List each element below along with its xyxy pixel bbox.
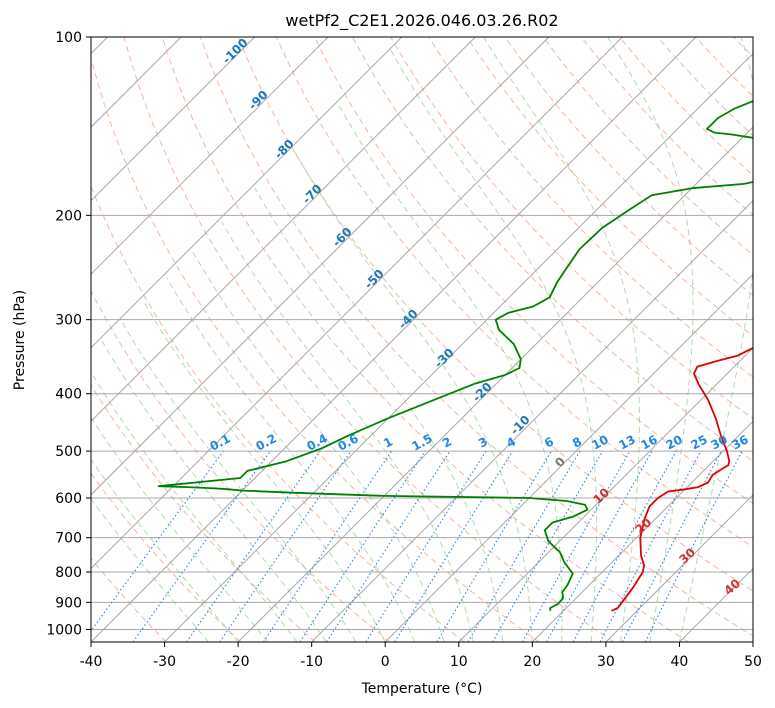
x-tick-label: 40 [671, 654, 689, 670]
x-tick-label: -30 [153, 654, 176, 670]
mixing-ratio-label: 25 [688, 432, 709, 452]
chart-title: wetPf2_C2E1.2026.046.03.26.R02 [285, 11, 558, 31]
moist-adiabat [293, 149, 533, 642]
mixing-ratio-line [572, 450, 677, 642]
isotherm [91, 37, 476, 423]
dry-adiabat [466, 37, 753, 337]
y-tick-label: 1000 [46, 622, 82, 638]
x-tick-label: -20 [227, 654, 250, 670]
x-tick-label: -40 [80, 654, 103, 670]
dry-adiabat [91, 290, 391, 642]
dry-adiabat [91, 472, 242, 642]
mixing-ratio-label: 30 [708, 432, 729, 452]
dry-adiabat [91, 55, 540, 642]
dry-adiabat [352, 37, 753, 462]
isotherm [91, 37, 329, 275]
y-tick-label: 900 [55, 595, 82, 611]
plot-frame [90, 36, 754, 643]
isotherm [531, 420, 753, 642]
mixing-ratio-label: 13 [616, 432, 637, 452]
moist-adiabat [221, 221, 474, 642]
mixing-ratio-line [263, 450, 392, 642]
moist-adiabat [678, 37, 753, 642]
x-tick-label: 10 [450, 654, 468, 670]
isotherm [91, 37, 403, 349]
mixing-ratio-line [326, 450, 451, 642]
moist-adiabat [120, 319, 357, 642]
y-tick-label: 700 [55, 531, 82, 547]
mixing-ratio-line [546, 450, 653, 642]
mixing-ratio-label: 36 [729, 432, 750, 452]
mixing-ratio-line [132, 450, 271, 642]
series-dewpoint-line [157, 100, 753, 611]
isotherm [91, 37, 623, 570]
y-tick-label: 300 [55, 313, 82, 329]
mixing-ratio-line [91, 450, 224, 632]
dry-adiabat [390, 37, 753, 420]
y-tick-label: 400 [55, 387, 82, 403]
dry-adiabat [504, 37, 753, 296]
dry-adiabat [91, 384, 316, 642]
dry-adiabat [161, 37, 689, 642]
mixing-ratio-line [186, 450, 321, 642]
x-tick-label: -10 [300, 654, 323, 670]
moist-adiabat [483, 37, 640, 642]
isotherm [164, 52, 753, 642]
moist-adiabat [390, 49, 598, 642]
isotherm [384, 273, 753, 642]
mixing-ratio-label: 16 [638, 432, 659, 452]
moist-adiabat [607, 37, 694, 642]
moist-adiabat [101, 340, 327, 642]
moist-adiabat [91, 458, 239, 642]
mixing-ratio-label: 10 [589, 432, 610, 452]
dry-adiabat [123, 37, 614, 642]
isotherm [237, 126, 753, 642]
y-tick-label: 200 [55, 208, 82, 224]
dry-adiabat [91, 185, 465, 642]
isotherm [91, 37, 697, 642]
moist-adiabat [338, 104, 563, 642]
x-tick-label: 20 [523, 654, 541, 670]
y-tick-label: 100 [55, 30, 82, 46]
x-tick-label: 0 [381, 654, 390, 670]
mixing-ratio-line [299, 450, 426, 642]
x-axis-label: Temperature (°C) [361, 681, 483, 697]
x-tick-label: 30 [597, 654, 615, 670]
moist-adiabat [143, 301, 386, 642]
dry-adiabat [428, 37, 753, 378]
isotherm [91, 37, 550, 496]
y-axis-label: Pressure (hPa) [12, 290, 28, 390]
moist-adiabat [91, 497, 210, 642]
mixing-ratio-line [644, 450, 743, 642]
mixing-ratio-line [394, 450, 514, 642]
dry-adiabat [275, 37, 753, 548]
dry-adiabat [237, 37, 753, 592]
x-tick-label: 50 [744, 654, 762, 670]
moist-adiabat [192, 251, 445, 642]
isotherm [458, 347, 753, 642]
dry-adiabat [314, 37, 753, 505]
y-tick-label: 600 [55, 491, 82, 507]
isotherm [605, 494, 753, 642]
series-temperature-line [611, 346, 753, 612]
mixing-ratio-label: 20 [663, 432, 684, 452]
isotherm [311, 199, 753, 642]
moist-adiabat [91, 416, 268, 642]
isotherm [91, 37, 256, 202]
mixing-ratio-line [219, 450, 352, 642]
y-tick-label: 500 [55, 444, 82, 460]
moist-adiabat [254, 187, 504, 642]
moist-adiabat [166, 277, 416, 642]
y-tick-label: 800 [55, 565, 82, 581]
